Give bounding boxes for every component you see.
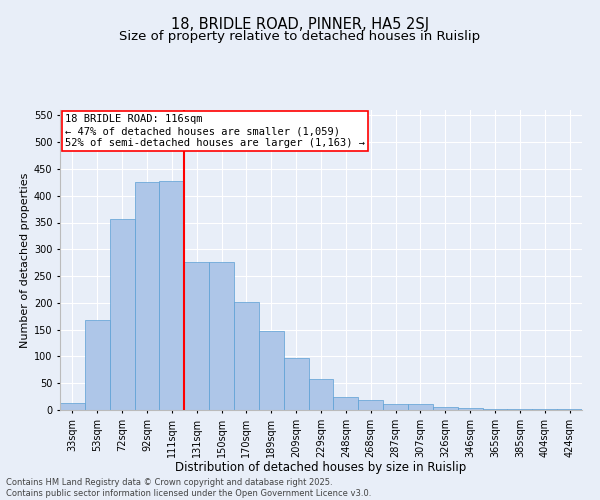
Bar [234,302,259,410]
Bar [110,219,134,410]
Bar [259,330,284,410]
Bar [308,380,334,410]
Bar [85,320,110,410]
Bar [458,408,482,410]
Text: Contains HM Land Registry data © Crown copyright and database right 2025.
Contai: Contains HM Land Registry data © Crown c… [6,478,371,498]
Text: Size of property relative to detached houses in Ruislip: Size of property relative to detached ho… [119,30,481,43]
Text: 18 BRIDLE ROAD: 116sqm
← 47% of detached houses are smaller (1,059)
52% of semi-: 18 BRIDLE ROAD: 116sqm ← 47% of detached… [65,114,365,148]
Bar [160,180,184,410]
Bar [134,182,160,410]
Bar [482,409,508,410]
Bar [433,407,458,410]
X-axis label: Distribution of detached houses by size in Ruislip: Distribution of detached houses by size … [175,461,467,474]
Bar [184,262,209,410]
Bar [408,404,433,410]
Text: 18, BRIDLE ROAD, PINNER, HA5 2SJ: 18, BRIDLE ROAD, PINNER, HA5 2SJ [171,18,429,32]
Bar [508,409,532,410]
Bar [358,400,383,410]
Bar [60,403,85,410]
Bar [383,404,408,410]
Bar [284,358,308,410]
Bar [334,396,358,410]
Y-axis label: Number of detached properties: Number of detached properties [20,172,29,348]
Bar [209,262,234,410]
